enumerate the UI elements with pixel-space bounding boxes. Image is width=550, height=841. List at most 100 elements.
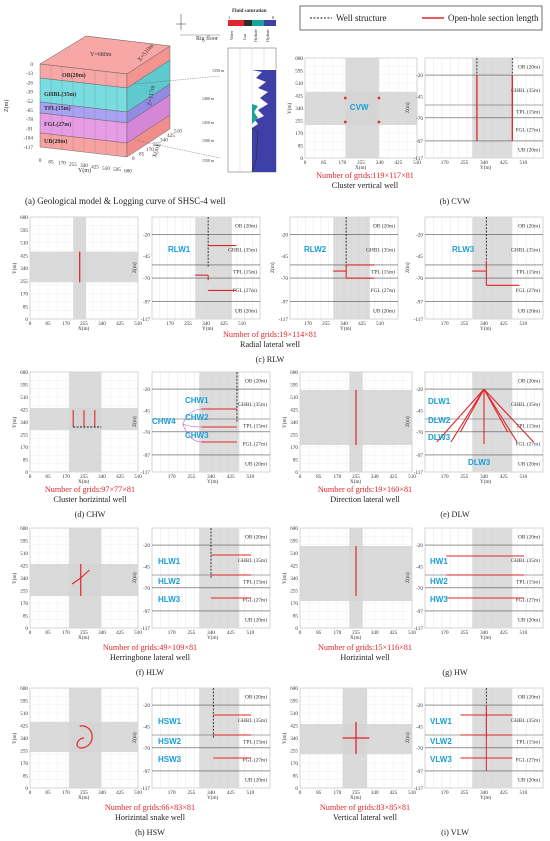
section-y-tick: 170: [441, 790, 449, 796]
section-layer-label: FGL (27m): [242, 756, 267, 763]
section-layer-label: OB (20m): [235, 223, 257, 230]
geo-x-tick: 510: [174, 128, 182, 134]
plan-y-tick: 425: [295, 94, 303, 100]
panel-b-section: OB (20m) GHBL (35m) TPL (15m) FGL (27m) UB (…: [404, 57, 544, 171]
plan-y-tick: 510: [20, 395, 28, 401]
section-z-tick: -97: [143, 769, 150, 775]
vertical-well-point: [344, 96, 347, 100]
section-layer-label: OB (20m): [518, 534, 540, 541]
vertical-well-point: [344, 120, 347, 124]
plan-y-tick: 85: [293, 614, 299, 620]
section-y-tick: 340: [480, 321, 488, 327]
well-label: CHW4: [152, 417, 176, 426]
plan-y-tick: 425: [290, 724, 298, 730]
section-y-tick: 255: [460, 474, 468, 480]
section-layer-label: TPL (15m): [243, 422, 267, 429]
panel-e-plan: 680 595 510 425 340 255 170 85 00 85 170 255 340 425 5…: [281, 370, 416, 485]
section-z-tick: -97: [416, 300, 423, 306]
fluid-saturation-title: Fluid saturation: [232, 9, 267, 14]
plan-y-axis-label: Y(m): [11, 572, 18, 584]
well-label: HW1: [430, 557, 448, 566]
well-label: HW3: [430, 595, 448, 604]
plan-x-tick: 0: [29, 630, 32, 636]
caption-d: (d) CHW: [75, 510, 106, 519]
section-layer-label: GHBL (35m): [238, 557, 267, 564]
section-z-tick: -45: [143, 564, 150, 570]
plan-y-tick: 170: [20, 761, 28, 767]
grids-i: Number of grids:83×85×81: [320, 803, 410, 812]
section-layer-label: FGL (27m): [242, 596, 267, 603]
plan-x-tick: 170: [62, 321, 70, 327]
plan-x-axis-label: X(m): [78, 794, 90, 801]
section-z-tick: -70: [143, 746, 150, 752]
plan-x-tick: 340: [371, 630, 379, 636]
plan-x-tick: 0: [29, 474, 32, 480]
open-hole-line: [450, 388, 485, 443]
section-z-axis-label: Z(m): [131, 416, 138, 427]
plan-y-tick: 255: [290, 589, 298, 595]
caption-e: (e) DLW: [440, 510, 469, 519]
panel-a-geological-model: OB(20m) GHBL(35m) TPL(15m) FGL(27m) UB(2…: [3, 9, 277, 206]
well-label: CVW: [350, 103, 369, 112]
plan-x-tick: 510: [134, 474, 142, 480]
plan-y-tick: 0: [25, 786, 28, 792]
plan-x-tick: 170: [333, 790, 341, 796]
section-y-tick: 170: [168, 790, 176, 796]
section-y-tick: 170: [304, 321, 312, 327]
grids-e: Number of grids:19×160×81: [318, 485, 412, 494]
layer-label-ob: OB(20m): [62, 72, 86, 79]
name-f: Herringbone lateral well: [110, 653, 191, 662]
plan-x-tick: 425: [389, 630, 397, 636]
section-z-tick: -117: [141, 470, 151, 476]
section-z-tick: -70: [416, 746, 423, 752]
plan-y-tick: 595: [290, 383, 298, 389]
section-y-tick: 170: [168, 474, 176, 480]
well-label: CHW1: [185, 396, 209, 405]
legend: Well structure Open-hole section length: [299, 5, 543, 31]
section-z-tick: -97: [416, 453, 423, 459]
vertical-well-point: [377, 120, 381, 124]
section-y-tick: 425: [227, 474, 235, 480]
plan-x-tick: 510: [408, 630, 416, 636]
depth-1450: 1450 m: [202, 120, 215, 125]
plan-x-tick: 170: [333, 630, 341, 636]
section-z-tick: -20: [416, 543, 423, 549]
section-y-tick: 510: [519, 321, 527, 327]
depth-1350: 1350 m: [212, 68, 225, 73]
section-y-tick: 510: [246, 474, 254, 480]
section-z-tick: -45: [143, 254, 150, 260]
fluid-col-hydrate-2: Hydrate: [265, 29, 270, 42]
plan-x-tick: 85: [45, 474, 51, 480]
section-y-tick: 510: [246, 630, 254, 636]
geo-x-axis-label: X(m): [151, 144, 161, 158]
plan-y-tick: 680: [290, 526, 298, 532]
section-y-axis-label: Y(m): [480, 794, 492, 801]
geo-z-tick: -78: [26, 117, 33, 123]
section-z-tick: -20: [143, 703, 150, 709]
plan-y-tick: 680: [295, 56, 303, 62]
depth-1400: 1400 m: [202, 96, 215, 101]
plan-x-tick: 0: [29, 790, 32, 796]
plan-x-tick: 0: [304, 160, 307, 166]
well-label: RLW1: [168, 245, 191, 254]
geo-z-tick: -91: [26, 126, 33, 132]
plan-y-axis-label: Y(m): [281, 416, 288, 428]
plan-y-tick: 255: [20, 279, 28, 285]
section-z-tick: -20: [416, 387, 423, 393]
geo-x-tick: 0: [132, 156, 135, 162]
section-z-axis-label: Z(m): [131, 732, 138, 743]
name-c: Radial lateral well: [240, 340, 301, 349]
plan-x-tick: 340: [371, 474, 379, 480]
plan-x-tick: 255: [80, 474, 88, 480]
section-y-tick: 255: [187, 790, 195, 796]
plan-y-tick: 85: [298, 144, 304, 150]
section-z-tick: -70: [416, 430, 423, 436]
plan-x-tick: 0: [299, 474, 302, 480]
plan-x-tick: 340: [98, 790, 106, 796]
plan-y-tick: 510: [290, 711, 298, 717]
section-z-tick: -45: [143, 408, 150, 414]
section-y-tick: 340: [340, 321, 348, 327]
section-layer-label: UB (20m): [518, 776, 540, 783]
section-y-tick: 510: [376, 321, 384, 327]
